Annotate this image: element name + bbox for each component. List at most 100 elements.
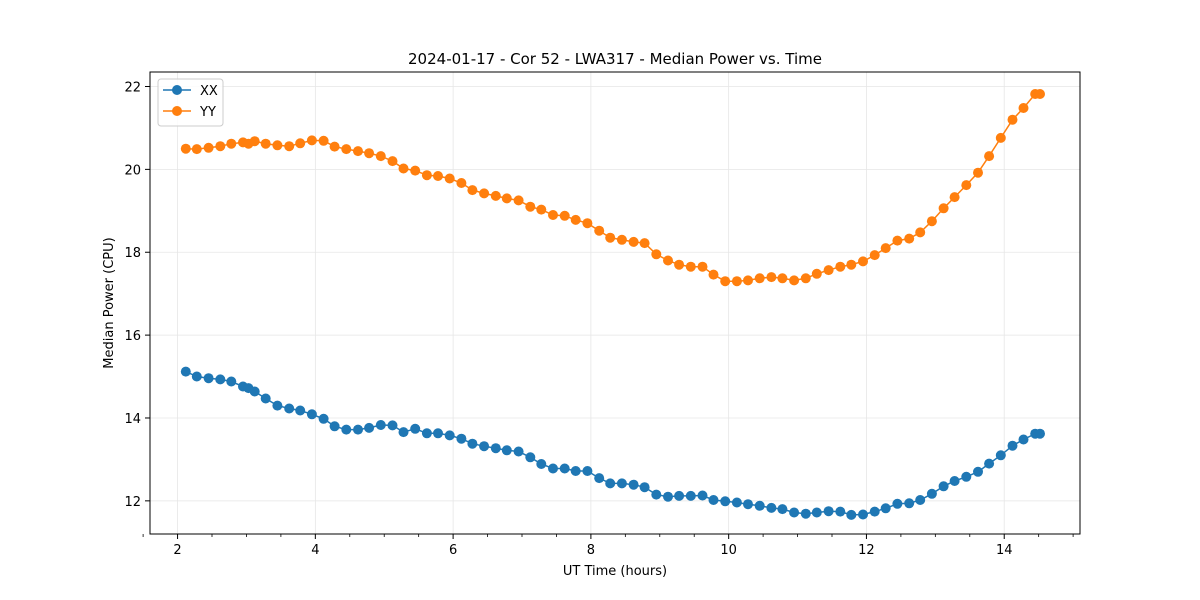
series-yy-point bbox=[973, 167, 983, 178]
x-tick-label: 12 bbox=[858, 543, 875, 558]
grid-lines bbox=[150, 72, 1080, 534]
series-xx-point bbox=[364, 422, 375, 433]
series-xx-point bbox=[353, 424, 363, 435]
series-xx-point bbox=[663, 491, 673, 502]
series-xx-point bbox=[387, 420, 398, 431]
series-yy-point bbox=[685, 261, 696, 272]
series-xx-point bbox=[995, 450, 1006, 461]
x-tick-label: 14 bbox=[996, 543, 1013, 558]
series-yy-point bbox=[329, 141, 340, 152]
series-yy-point bbox=[284, 141, 295, 152]
series-yy-point bbox=[892, 235, 903, 246]
series-yy-point bbox=[180, 143, 191, 154]
series-xx-line bbox=[185, 370, 1040, 516]
series-xx-point bbox=[766, 502, 777, 513]
series-yy-point bbox=[674, 259, 685, 270]
series-xx-point bbox=[961, 471, 972, 482]
series-yy-point bbox=[1035, 89, 1045, 99]
series-xx-point bbox=[743, 499, 753, 510]
legend-xx-marker bbox=[172, 85, 182, 95]
series-yy-point bbox=[353, 146, 363, 157]
y-tick-label: 14 bbox=[124, 412, 141, 427]
x-axis-label: UT Time (hours) bbox=[563, 564, 667, 579]
series-xx-point bbox=[754, 500, 765, 511]
series-xx-point bbox=[973, 466, 983, 477]
series-yy-point bbox=[858, 256, 868, 267]
series-yy-point bbox=[720, 276, 731, 287]
series-xx-point bbox=[398, 427, 409, 438]
series-xx-point bbox=[789, 507, 800, 518]
series-xx-point bbox=[341, 424, 352, 435]
series-yy-point bbox=[777, 273, 788, 284]
series-yy-point bbox=[835, 261, 846, 272]
x-tick-label: 2 bbox=[173, 543, 181, 558]
series-yy-point bbox=[525, 201, 536, 212]
series-xx-point bbox=[375, 420, 386, 430]
series-xx-point bbox=[731, 497, 742, 508]
series-yy-point bbox=[605, 232, 616, 243]
series-yy-point bbox=[490, 190, 501, 201]
series-xx-point bbox=[800, 508, 811, 519]
series-xx-point bbox=[1018, 434, 1029, 445]
series-xx-point bbox=[490, 443, 501, 454]
series-yy-point bbox=[823, 265, 834, 276]
series-xx-point bbox=[949, 476, 960, 486]
series-xx-point bbox=[616, 478, 627, 489]
series-xx-point bbox=[594, 473, 605, 484]
series-yy-point bbox=[501, 193, 512, 204]
series-yy-line bbox=[185, 93, 1040, 282]
series-xx-point bbox=[410, 423, 421, 434]
series-yy-point bbox=[811, 268, 822, 279]
series-xx-point bbox=[433, 428, 443, 439]
series-xx-point bbox=[203, 373, 214, 384]
series-yy-point bbox=[961, 180, 972, 191]
series-yy-point bbox=[203, 142, 214, 153]
series-xx-point bbox=[306, 409, 317, 420]
series-yy-point bbox=[559, 210, 570, 221]
series-yy-point bbox=[1007, 114, 1018, 125]
y-tick-label: 20 bbox=[124, 163, 141, 178]
series-xx-point bbox=[249, 386, 260, 397]
series-yy-point bbox=[570, 214, 581, 225]
y-tick-label: 12 bbox=[124, 495, 141, 510]
series-yy-point bbox=[1018, 103, 1029, 113]
axis-ticks: 2 4 6 8 10 12 14 12 14 16 18 20 22 bbox=[124, 81, 1074, 558]
series-yy-point bbox=[249, 136, 260, 147]
series-yy-point bbox=[594, 225, 605, 236]
chart-title: 2024-01-17 - Cor 52 - LWA317 - Median Po… bbox=[408, 50, 822, 68]
series-xx-point bbox=[628, 479, 639, 490]
x-tick-label: 8 bbox=[587, 543, 595, 558]
series-xx-point bbox=[639, 482, 650, 493]
series-yy-point bbox=[869, 250, 880, 261]
series-yy-point bbox=[639, 238, 650, 249]
series-yy-point bbox=[479, 188, 490, 199]
series-xx-point bbox=[479, 441, 490, 452]
series-yy-point bbox=[387, 156, 398, 167]
series-yy-point bbox=[272, 140, 283, 151]
series-yy-point bbox=[904, 233, 915, 244]
series-yy-point bbox=[398, 163, 409, 174]
series-xx-point bbox=[444, 430, 455, 441]
series-xx-point bbox=[984, 458, 995, 469]
series-yy-point bbox=[364, 148, 375, 159]
series-yy-point bbox=[846, 259, 857, 270]
series-xx-point bbox=[582, 466, 593, 476]
series-yy-point bbox=[926, 216, 937, 227]
series-xx-point bbox=[1035, 428, 1045, 439]
series-xx-point bbox=[846, 509, 857, 520]
y-axis-label: Median Power (CPU) bbox=[102, 237, 117, 368]
x-tick-label: 4 bbox=[311, 543, 319, 558]
series-yy-point bbox=[697, 261, 708, 272]
plot-frame bbox=[149, 71, 1081, 535]
series-xx-point bbox=[892, 498, 903, 509]
series-xx-point bbox=[191, 371, 202, 382]
series-yy-point bbox=[800, 273, 811, 284]
series-xx-point bbox=[536, 459, 547, 469]
series-xx-point bbox=[720, 496, 731, 507]
series-xx-point bbox=[329, 421, 340, 432]
x-tick-label: 6 bbox=[449, 543, 457, 558]
series-xx-point bbox=[570, 466, 581, 476]
series-yy-point bbox=[915, 227, 926, 238]
series-xx-point bbox=[513, 446, 524, 457]
